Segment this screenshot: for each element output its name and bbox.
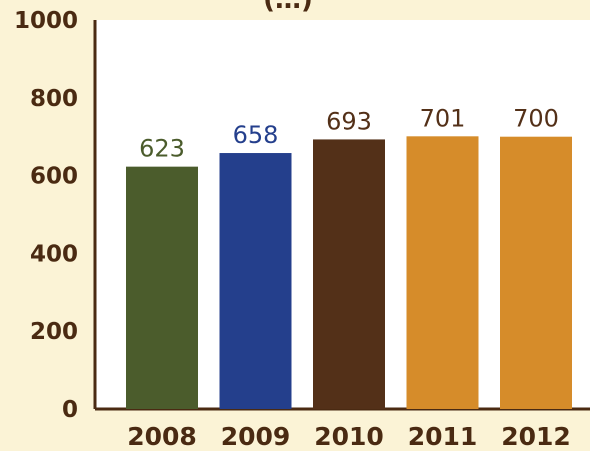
value-label-2010: 693 bbox=[326, 107, 372, 135]
y-tick-label: 200 bbox=[30, 319, 78, 345]
bar-2012 bbox=[500, 137, 572, 409]
bar-2010 bbox=[313, 139, 385, 409]
y-tick-label: 1000 bbox=[14, 8, 78, 34]
value-label-2008: 623 bbox=[139, 135, 185, 163]
y-tick-label: 400 bbox=[30, 241, 78, 267]
x-tick-label-2012: 2012 bbox=[501, 422, 571, 451]
x-tick-labels: 2008 2009 2010 2011 2012 bbox=[127, 422, 571, 451]
y-tick-label: 0 bbox=[62, 397, 78, 423]
bar-2008 bbox=[126, 167, 198, 409]
value-label-2012: 700 bbox=[513, 105, 559, 133]
bar-2009 bbox=[220, 153, 292, 409]
y-tick-label: 600 bbox=[30, 164, 78, 190]
chart-title-fragment: (…) bbox=[263, 0, 313, 15]
x-tick-label-2010: 2010 bbox=[314, 422, 384, 451]
value-label-2011: 701 bbox=[420, 104, 466, 132]
y-tick-label: 800 bbox=[30, 86, 78, 112]
x-tick-label-2008: 2008 bbox=[127, 422, 197, 451]
value-label-2009: 658 bbox=[233, 121, 279, 149]
y-ticks: 0 200 400 600 800 1000 bbox=[14, 8, 78, 423]
bars bbox=[126, 136, 572, 409]
bar-2011 bbox=[407, 136, 479, 409]
x-tick-label-2011: 2011 bbox=[408, 422, 478, 451]
x-tick-label-2009: 2009 bbox=[221, 422, 291, 451]
